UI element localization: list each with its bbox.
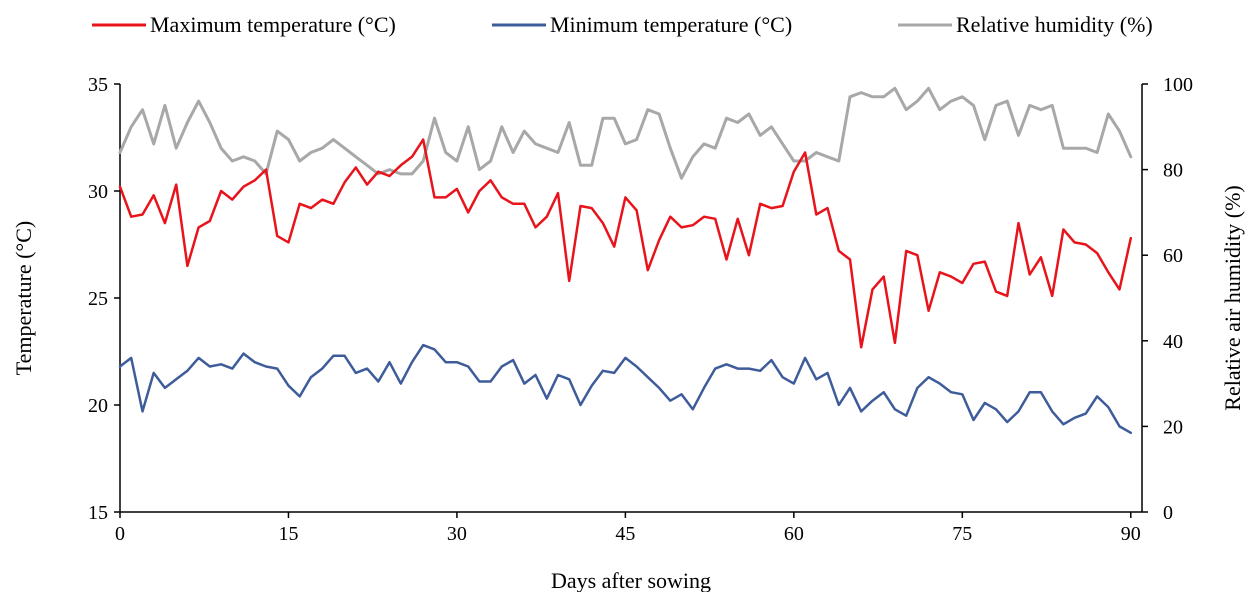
x-tick-label: 30 xyxy=(447,523,467,545)
x-tick-label: 60 xyxy=(784,523,804,545)
y-tick-label: 15 xyxy=(88,502,108,524)
x-axis-title: Days after sowing xyxy=(551,568,711,592)
legend-max-temp: Maximum temperature (°C) xyxy=(92,12,396,37)
x-tick-label: 0 xyxy=(115,523,125,545)
y2-axis-title: Relative air humidity (%) xyxy=(1220,185,1245,410)
series-line-min-temp xyxy=(118,343,1133,435)
y2-tick-label: 40 xyxy=(1163,331,1183,353)
y2-tick-label: 20 xyxy=(1163,416,1183,438)
series-lines xyxy=(118,86,1133,435)
legend-humidity: Relative humidity (%) xyxy=(898,12,1153,37)
series-line-humidity xyxy=(118,86,1133,180)
y-tick-label: 30 xyxy=(88,181,108,203)
y-tick-label: 25 xyxy=(88,288,108,310)
x-tick-label: 75 xyxy=(952,523,972,545)
y2-tick-label: 100 xyxy=(1163,74,1193,96)
ticks: 0 15 30 45 60 75 90 15 20 25 30 35 0 20 40 60 80 100 xyxy=(88,74,1193,545)
series-line-max-temp xyxy=(118,138,1133,349)
legend-label: Relative humidity (%) xyxy=(956,12,1153,37)
y2-tick-label: 60 xyxy=(1163,245,1183,267)
y-axis-title: Temperature (°C) xyxy=(11,221,36,375)
legend-label: Maximum temperature (°C) xyxy=(150,12,396,37)
y2-tick-label: 0 xyxy=(1163,502,1173,524)
legend: Maximum temperature (°C) Minimum temperat… xyxy=(92,12,1153,37)
x-tick-label: 15 xyxy=(278,523,298,545)
y-tick-label: 20 xyxy=(88,395,108,417)
legend-min-temp: Minimum temperature (°C) xyxy=(492,12,792,37)
y-tick-label: 35 xyxy=(88,74,108,96)
x-tick-label: 90 xyxy=(1121,523,1141,545)
y2-tick-label: 80 xyxy=(1163,160,1183,182)
legend-label: Minimum temperature (°C) xyxy=(550,12,792,37)
x-tick-label: 45 xyxy=(615,523,635,545)
